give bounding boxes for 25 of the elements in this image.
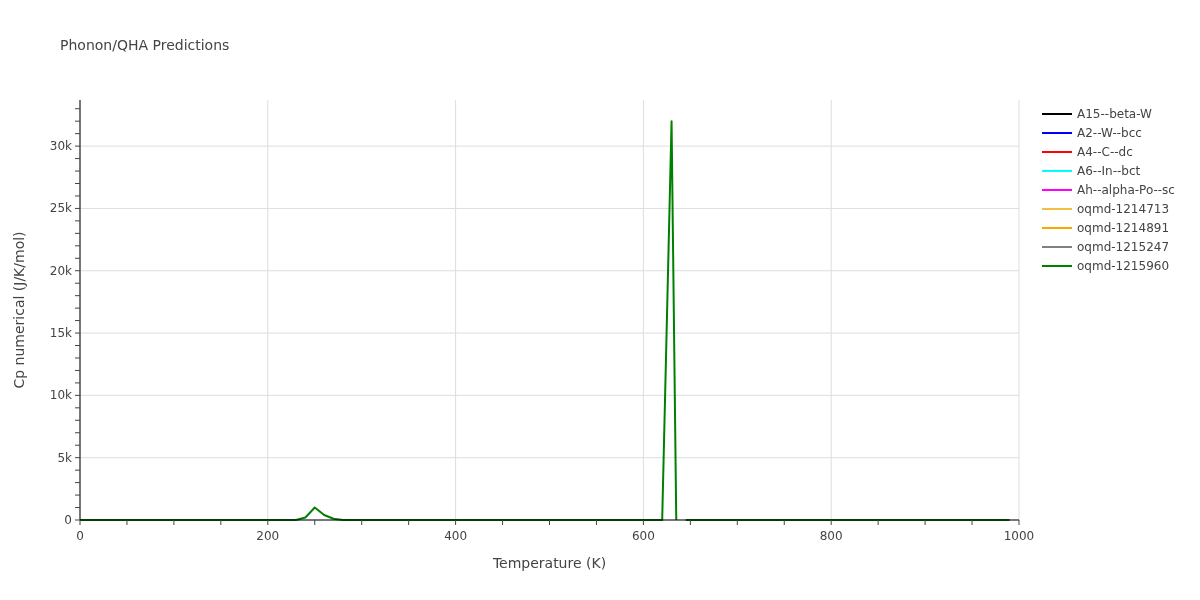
legend-label: oqmd-1215247	[1077, 240, 1170, 254]
y-tick-label: 15k	[49, 326, 73, 341]
y-tick-label: 30k	[49, 139, 73, 154]
y-tick-label: 5k	[57, 450, 73, 465]
y-tick-label: 0	[64, 513, 72, 527]
y-tick-label: 20k	[49, 263, 73, 278]
x-tick-label: 600	[631, 529, 655, 543]
legend-label: A2--W--bcc	[1077, 126, 1142, 140]
legend-label: A4--C--dc	[1077, 145, 1133, 159]
legend-label: A6--In--bct	[1077, 164, 1141, 178]
legend-label: oqmd-1214891	[1077, 221, 1170, 235]
legend-label: oqmd-1214713	[1077, 202, 1170, 216]
chart-title: Phonon/QHA Predictions	[60, 37, 230, 53]
x-tick-label: 200	[256, 529, 280, 543]
y-tick-label: 10k	[49, 388, 73, 403]
x-tick-label: 1000	[1003, 529, 1035, 543]
legend-label: Ah--alpha-Po--sc	[1077, 183, 1175, 197]
y-axis-title: Cp numerical (J/K/mol)	[11, 231, 27, 389]
legend-label: oqmd-1215960	[1077, 259, 1170, 273]
x-tick-label: 800	[819, 529, 843, 543]
legend-label: A15--beta-W	[1077, 107, 1153, 121]
x-axis-title: Temperature (K)	[491, 555, 607, 571]
y-tick-label: 25k	[49, 201, 73, 216]
x-tick-label: 400	[444, 529, 468, 543]
x-tick-label: 0	[76, 529, 84, 543]
